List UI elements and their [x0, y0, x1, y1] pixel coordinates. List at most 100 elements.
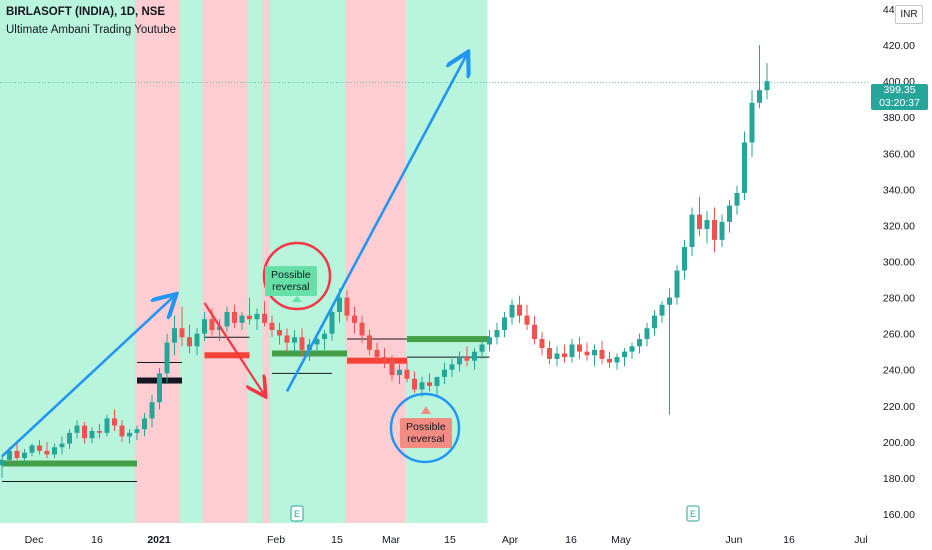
candle-body-21[interactable]	[157, 373, 162, 403]
candle-body-13[interactable]	[97, 431, 102, 433]
candle-body-83[interactable]	[622, 351, 627, 358]
candle-body-27[interactable]	[202, 319, 207, 334]
candle-body-74[interactable]	[554, 353, 560, 359]
candle-body-43[interactable]	[322, 333, 327, 340]
candle-body-1[interactable]	[7, 450, 12, 460]
candle-body-64[interactable]	[479, 344, 485, 352]
candle-body-56[interactable]	[419, 382, 425, 390]
currency-button[interactable]: INR	[895, 5, 923, 24]
candle-body-23[interactable]	[172, 328, 177, 343]
candle-body-99[interactable]	[742, 142, 747, 193]
candle-body-18[interactable]	[134, 429, 140, 433]
candle-body-8[interactable]	[59, 443, 65, 448]
candle-body-81[interactable]	[607, 358, 612, 363]
candle-body-38[interactable]	[284, 335, 290, 343]
candle-body-47[interactable]	[352, 315, 357, 323]
candle-body-82[interactable]	[614, 357, 620, 363]
candle-body-94[interactable]	[704, 220, 710, 230]
candle-body-0[interactable]	[0, 459, 5, 466]
candle-body-9[interactable]	[67, 432, 72, 444]
candle-body-12[interactable]	[89, 431, 95, 439]
candle-body-36[interactable]	[269, 322, 275, 331]
candle-body-33[interactable]	[247, 315, 252, 320]
candle-body-90[interactable]	[674, 270, 680, 298]
candle-body-62[interactable]	[464, 357, 470, 361]
candle-body-4[interactable]	[29, 445, 35, 453]
candle-body-34[interactable]	[254, 313, 260, 320]
candle-body-86[interactable]	[644, 328, 650, 340]
candle-body-58[interactable]	[434, 376, 440, 386]
candle-body-55[interactable]	[412, 378, 417, 390]
candle-body-24[interactable]	[179, 328, 185, 338]
candle-body-10[interactable]	[74, 425, 80, 433]
candle-body-46[interactable]	[344, 297, 350, 316]
candle-body-2[interactable]	[14, 450, 20, 459]
earnings-marker-1[interactable]	[686, 505, 700, 522]
candle-body-66[interactable]	[494, 330, 500, 338]
candle-body-31[interactable]	[232, 311, 237, 323]
candle-body-40[interactable]	[299, 337, 305, 350]
candle-body-52[interactable]	[389, 360, 395, 376]
candle-body-53[interactable]	[397, 369, 402, 376]
candle-body-75[interactable]	[562, 353, 567, 358]
candle-body-87[interactable]	[652, 315, 657, 329]
candle-body-19[interactable]	[142, 418, 147, 430]
candle-body-30[interactable]	[224, 311, 230, 327]
candle-body-3[interactable]	[22, 452, 27, 459]
candle-body-100[interactable]	[749, 102, 755, 143]
candle-body-51[interactable]	[382, 357, 387, 361]
candle-body-89[interactable]	[667, 297, 672, 305]
candle-body-88[interactable]	[659, 304, 665, 316]
candle-body-96[interactable]	[719, 221, 725, 240]
candle-body-85[interactable]	[637, 339, 642, 347]
candle-body-44[interactable]	[329, 311, 335, 334]
candle-body-77[interactable]	[577, 344, 582, 352]
candle-body-91[interactable]	[682, 247, 687, 271]
symbol-title[interactable]: BIRLASOFT (INDIA), 1D, NSE	[6, 6, 166, 18]
candle-body-93[interactable]	[697, 214, 702, 230]
candle-body-102[interactable]	[764, 81, 770, 91]
candle-body-45[interactable]	[337, 297, 342, 312]
candle-body-63[interactable]	[472, 351, 477, 361]
candle-body-80[interactable]	[599, 349, 605, 359]
candle-body-17[interactable]	[127, 432, 132, 437]
candle-body-69[interactable]	[517, 304, 522, 316]
candle-body-54[interactable]	[404, 369, 410, 379]
candle-body-6[interactable]	[44, 450, 50, 455]
candle-body-79[interactable]	[592, 349, 597, 356]
candle-body-48[interactable]	[359, 322, 365, 336]
candle-body-5[interactable]	[37, 445, 42, 451]
candle-body-61[interactable]	[457, 357, 462, 365]
candle-body-70[interactable]	[524, 315, 530, 325]
candle-body-67[interactable]	[502, 317, 507, 331]
candle-body-29[interactable]	[217, 326, 222, 331]
candle-body-20[interactable]	[149, 402, 155, 419]
candle-body-60[interactable]	[449, 364, 455, 370]
candle-body-71[interactable]	[532, 324, 537, 340]
candle-body-15[interactable]	[112, 418, 117, 426]
candle-body-32[interactable]	[239, 315, 245, 323]
candle-body-92[interactable]	[689, 214, 695, 248]
candle-body-16[interactable]	[119, 425, 125, 437]
candle-body-59[interactable]	[442, 369, 447, 377]
candle-body-39[interactable]	[292, 337, 297, 343]
candle-body-84[interactable]	[629, 346, 635, 352]
candle-body-72[interactable]	[539, 339, 545, 349]
candle-body-26[interactable]	[194, 333, 200, 347]
candle-body-68[interactable]	[509, 304, 515, 318]
candle-body-11[interactable]	[82, 425, 87, 439]
candle-body-101[interactable]	[757, 90, 762, 103]
candle-body-49[interactable]	[367, 335, 372, 350]
candle-body-37[interactable]	[277, 330, 282, 336]
candle-body-42[interactable]	[314, 339, 320, 345]
candle-body-98[interactable]	[734, 192, 740, 206]
candle-body-78[interactable]	[584, 351, 590, 356]
candle-body-95[interactable]	[712, 220, 717, 240]
candle-body-97[interactable]	[727, 205, 732, 222]
candle-body-28[interactable]	[209, 319, 215, 331]
candle-body-65[interactable]	[487, 337, 492, 345]
candle-body-35[interactable]	[262, 313, 267, 323]
candle-body-76[interactable]	[569, 344, 575, 358]
candle-body-57[interactable]	[427, 382, 432, 386]
